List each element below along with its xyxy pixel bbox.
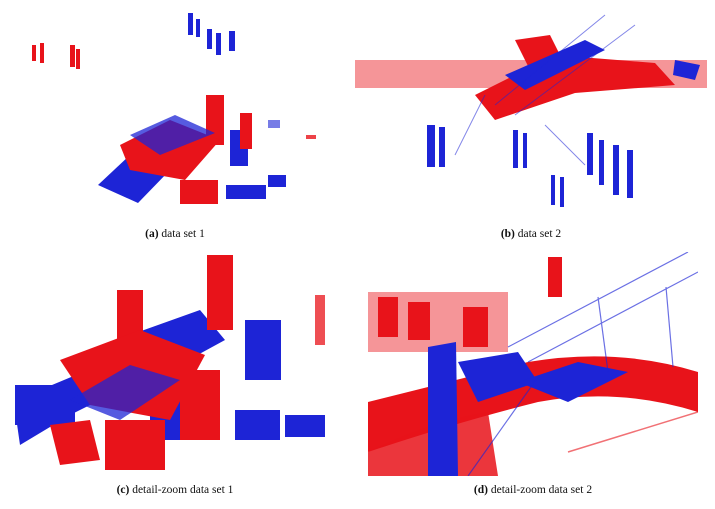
panel-d-caption-text: detail-zoom data set 2 — [490, 484, 593, 496]
panel-a-letter: (a) — [145, 228, 159, 240]
panel-b-point-cloud — [355, 5, 707, 223]
panel-a-caption-text: data set 1 — [161, 228, 205, 240]
panel-b-letter: (b) — [500, 228, 515, 240]
panel-d-svg — [368, 252, 698, 476]
panel-d-point-cloud — [368, 252, 698, 476]
panel-a-svg — [32, 13, 316, 204]
caption-panel-d: (d) detail-zoom data set 2 — [368, 484, 698, 496]
panel-c-svg — [15, 255, 325, 470]
panel-b-svg — [355, 14, 707, 207]
panel-c-letter: (c) — [116, 484, 130, 496]
panel-c-caption-text: detail-zoom data set 1 — [132, 484, 234, 496]
caption-panel-b: (b) data set 2 — [355, 228, 707, 240]
panel-c-point-cloud — [10, 250, 340, 478]
panel-b-caption-text: data set 2 — [517, 228, 562, 240]
panel-a-point-cloud — [10, 5, 340, 225]
panel-d-letter: (d) — [473, 484, 488, 496]
caption-panel-c: (c) detail-zoom data set 1 — [10, 484, 340, 496]
caption-panel-a: (a) data set 1 — [10, 228, 340, 240]
